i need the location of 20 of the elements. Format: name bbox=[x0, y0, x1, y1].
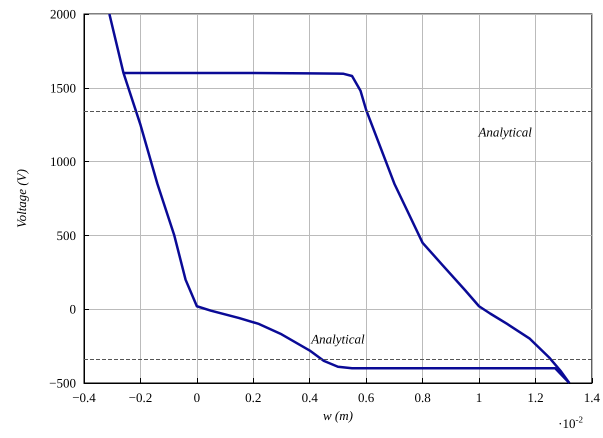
x-tick-label: 0.4 bbox=[302, 390, 318, 405]
ref-line-label: Analytical bbox=[310, 331, 366, 346]
y-tick-label: 1500 bbox=[50, 80, 76, 96]
x-axis-title: w (m) bbox=[322, 408, 353, 423]
y-tick-label: 1000 bbox=[50, 154, 76, 170]
y-tick-label: 2000 bbox=[50, 6, 76, 22]
x-tick-label: 1.2 bbox=[527, 390, 544, 405]
x-tick-label: 1 bbox=[476, 390, 482, 405]
x-tick-label: 0.6 bbox=[358, 390, 375, 405]
y-tick-label: 500 bbox=[56, 228, 76, 243]
y-axis-title: Voltage (V) bbox=[14, 169, 29, 228]
x-tick-label: 0.8 bbox=[414, 390, 431, 405]
y-tick-label: 0 bbox=[70, 302, 76, 317]
y-tick-label: −500 bbox=[49, 376, 76, 390]
x-tick-label: −0.2 bbox=[128, 390, 152, 405]
x-tick-label: 0 bbox=[194, 390, 200, 405]
x-tick-label: 0.2 bbox=[245, 390, 262, 405]
x-tick-label: −0.4 bbox=[72, 390, 96, 405]
ref-line-label: Analytical bbox=[477, 124, 532, 140]
x-tick-label: 1.4 bbox=[584, 390, 600, 405]
